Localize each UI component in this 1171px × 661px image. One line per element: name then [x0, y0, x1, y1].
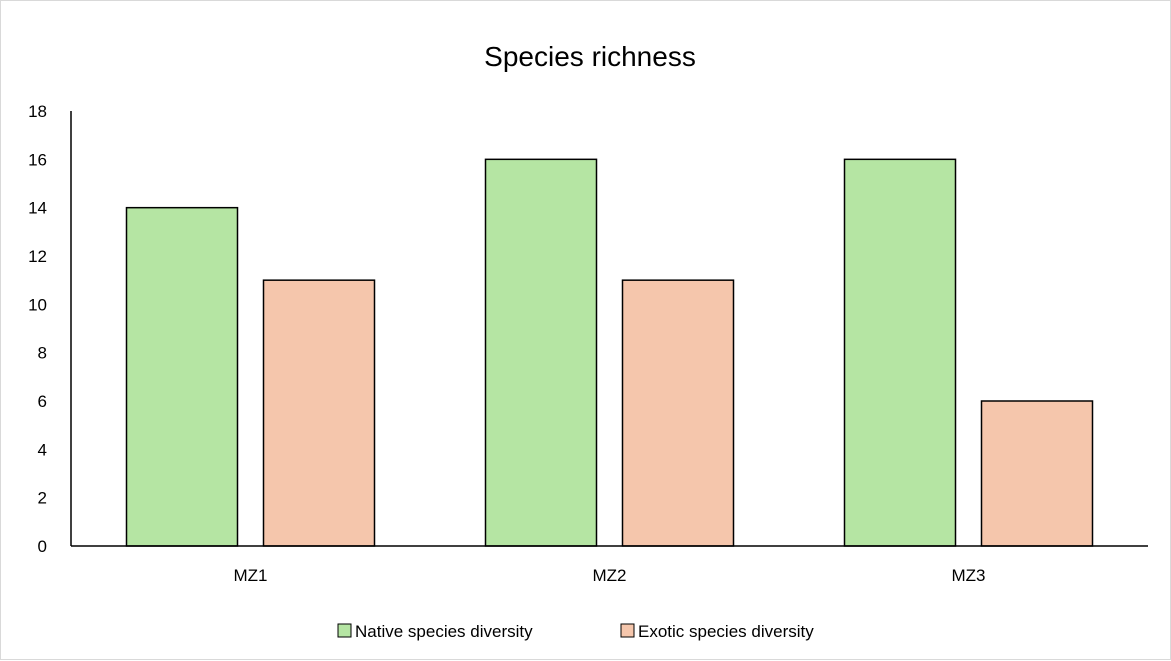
x-tick-label: MZ3	[952, 566, 986, 585]
bar-native-mz1	[125, 206, 239, 547]
x-tick-label: MZ1	[234, 566, 268, 585]
y-tick-label: 10	[28, 295, 47, 314]
y-tick-label: 2	[38, 489, 47, 508]
y-tick-label: 16	[28, 150, 47, 169]
y-tick-label: 18	[28, 102, 47, 121]
legend-label: Exotic species diversity	[638, 622, 814, 641]
legend-item-exotic: Exotic species diversity	[620, 622, 814, 641]
bar-exotic-mz2	[621, 279, 735, 547]
y-tick-label: 12	[28, 247, 47, 266]
y-tick-label: 4	[38, 440, 47, 459]
legend-swatch	[620, 623, 635, 638]
plot-area: 0 2 4 6 8 10 12 14 16 18 MZ1 MZ2 MZ3	[28, 102, 1148, 585]
bar-exotic-mz3	[980, 400, 1094, 547]
legend-item-native: Native species diversity	[337, 622, 533, 641]
bar-native-mz3	[843, 158, 957, 547]
y-tick-label: 8	[38, 344, 47, 363]
y-tick-label: 6	[38, 392, 47, 411]
legend-label: Native species diversity	[355, 622, 533, 641]
bar-exotic-mz1	[262, 279, 376, 547]
legend: Native species diversity Exotic species d…	[337, 622, 814, 641]
x-tick-label: MZ2	[593, 566, 627, 585]
chart-title: Species richness	[484, 41, 696, 72]
y-tick-label: 0	[38, 537, 47, 556]
legend-swatch	[337, 623, 352, 638]
bar-native-mz2	[484, 158, 598, 547]
y-tick-label: 14	[28, 199, 47, 218]
